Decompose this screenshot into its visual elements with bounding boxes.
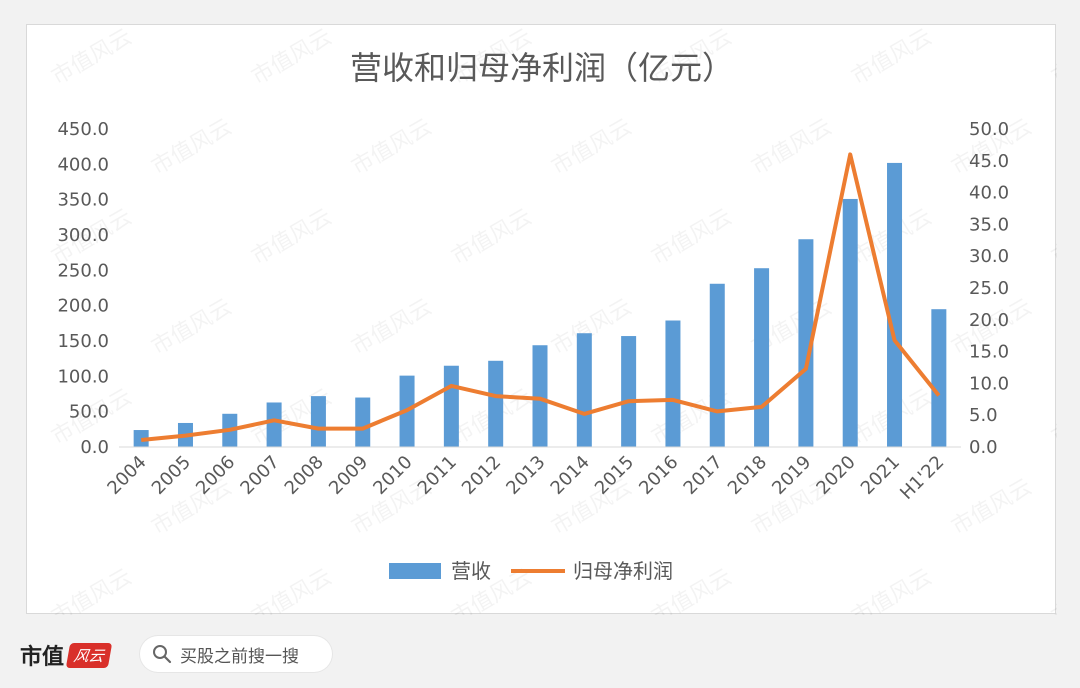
left-axis-tick: 150.0 xyxy=(57,331,109,352)
right-axis-tick: 35.0 xyxy=(969,214,1009,235)
left-axis-tick: 450.0 xyxy=(57,119,109,140)
left-axis-tick: 0.0 xyxy=(80,437,109,458)
x-axis-tick: 2021 xyxy=(857,452,904,499)
chart-svg: 市值风云市值风云市值风云市值风云市值风云市值风云市值风云市值风云市值风云市值风云… xyxy=(48,25,1058,615)
brand-logo: 市值 风云 xyxy=(20,638,113,672)
legend-swatch-revenue xyxy=(389,563,441,579)
revenue-bar xyxy=(842,198,858,447)
x-axis-tick: H1'22 xyxy=(896,452,948,504)
x-axis-tick: 2017 xyxy=(680,452,727,499)
revenue-bar xyxy=(709,283,725,447)
x-axis-tick: 2004 xyxy=(103,452,150,499)
right-axis: 0.0 5.0 10.0 15.0 20.0 25.0 30.0 35.0 40.0 45.0 50… xyxy=(969,119,1009,458)
net-profit-line xyxy=(141,152,941,442)
legend-label-profit: 归母净利润 xyxy=(573,559,673,583)
legend: 营收 归母净利润 xyxy=(389,559,673,583)
revenue-bar xyxy=(576,333,592,447)
revenue-bar xyxy=(355,397,371,447)
left-axis-tick: 200.0 xyxy=(57,296,109,317)
brand-name: 市值 xyxy=(20,645,65,670)
x-axis-tick: 2008 xyxy=(281,452,328,499)
watermark-layer: 市值风云市值风云市值风云市值风云市值风云市值风云市值风云市值风云市值风云市值风云… xyxy=(48,25,1058,615)
right-axis-tick: 0.0 xyxy=(969,437,998,458)
x-axis-tick: 2012 xyxy=(458,452,505,499)
x-axis-tick: 2018 xyxy=(724,452,771,499)
search-icon xyxy=(153,645,172,664)
footer: 市值 风云 买股之前搜一搜 xyxy=(0,618,1080,688)
x-axis-tick: 2016 xyxy=(635,452,682,499)
revenue-bar xyxy=(488,360,504,447)
right-axis-tick: 15.0 xyxy=(969,342,1009,363)
right-axis-tick: 50.0 xyxy=(969,119,1009,140)
chart-card: 市值风云市值风云市值风云市值风云市值风云市值风云市值风云市值风云市值风云市值风云… xyxy=(26,24,1058,615)
x-axis-tick: 2020 xyxy=(813,452,860,499)
right-axis-tick: 10.0 xyxy=(969,373,1009,394)
left-axis-tick: 50.0 xyxy=(69,402,109,423)
left-axis-tick: 250.0 xyxy=(57,260,109,281)
revenue-bar xyxy=(754,268,770,447)
x-axis-tick: 2009 xyxy=(325,452,372,499)
right-axis-tick: 5.0 xyxy=(969,405,998,426)
revenue-bar xyxy=(798,239,814,447)
left-axis: 0.0 50.0 100.0 150.0 200.0 250.0 300.0 350.0 400… xyxy=(57,119,109,458)
revenue-bar xyxy=(665,320,681,447)
legend-label-revenue: 营收 xyxy=(451,559,491,583)
chart-title: 营收和归母净利润（亿元） xyxy=(350,49,734,87)
revenue-bar xyxy=(621,336,637,447)
right-axis-tick: 40.0 xyxy=(969,183,1009,204)
left-axis-tick: 300.0 xyxy=(57,225,109,246)
x-axis-tick: 2013 xyxy=(502,452,549,499)
revenue-bars xyxy=(133,162,947,448)
right-axis-tick: 30.0 xyxy=(969,246,1009,267)
revenue-bar xyxy=(532,345,548,447)
revenue-bar xyxy=(310,396,326,447)
revenue-bar xyxy=(266,402,282,447)
x-axis-tick: 2014 xyxy=(547,452,594,499)
left-axis-tick: 100.0 xyxy=(57,366,109,387)
right-axis-tick: 20.0 xyxy=(969,310,1009,331)
right-axis-tick: 25.0 xyxy=(969,278,1009,299)
x-axis-tick: 2005 xyxy=(148,452,195,499)
search-placeholder: 买股之前搜一搜 xyxy=(180,646,299,667)
search-box[interactable]: 买股之前搜一搜 xyxy=(140,636,332,672)
left-axis-tick: 400.0 xyxy=(57,154,109,175)
right-axis-tick: 45.0 xyxy=(969,151,1009,172)
revenue-bar xyxy=(931,309,947,447)
brand-seal: 风云 xyxy=(65,642,113,668)
x-axis-tick: 2007 xyxy=(236,452,283,499)
left-axis-tick: 350.0 xyxy=(57,190,109,211)
revenue-bar xyxy=(887,162,903,448)
revenue-bar xyxy=(443,365,459,447)
